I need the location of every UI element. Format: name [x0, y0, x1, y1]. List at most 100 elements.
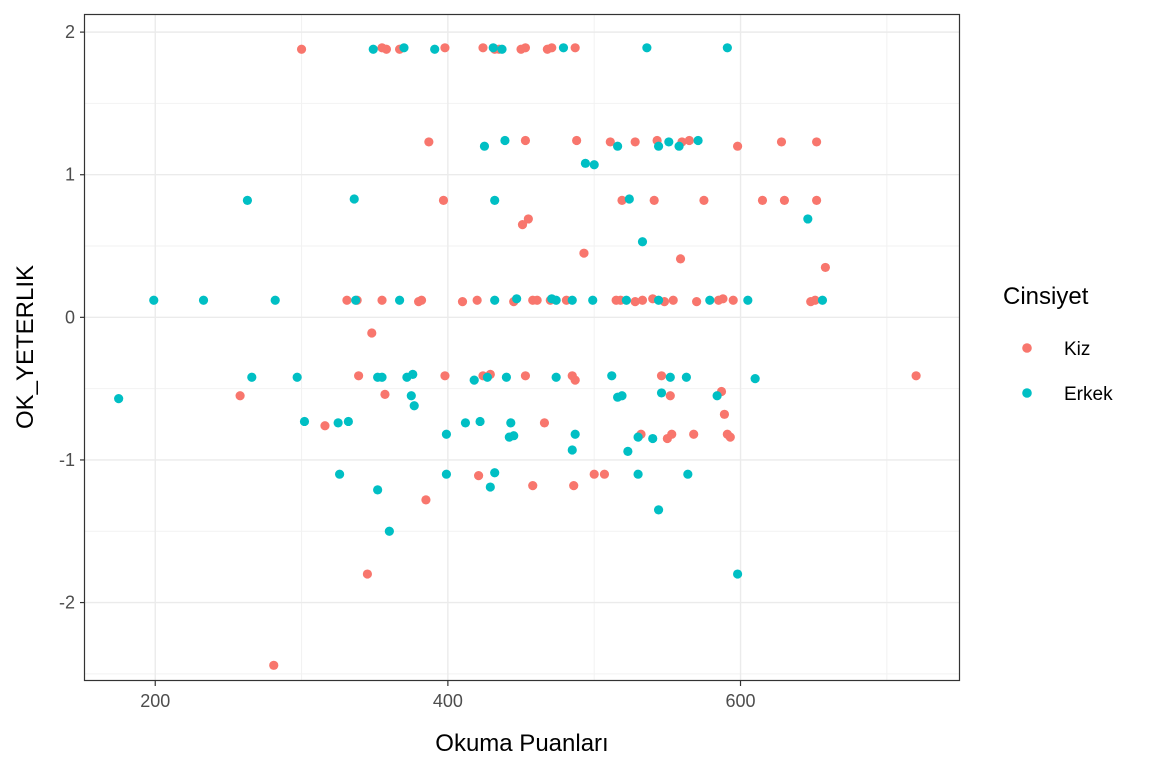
data-point	[623, 446, 633, 456]
data-point	[681, 372, 691, 382]
data-point	[665, 372, 675, 382]
data-point	[523, 214, 533, 224]
data-point	[381, 44, 392, 54]
data-point	[509, 431, 519, 441]
data-point	[334, 469, 345, 479]
data-point	[667, 429, 677, 439]
data-point	[474, 471, 484, 481]
data-point	[547, 43, 557, 53]
x-tick-label: 200	[140, 691, 170, 711]
data-point	[457, 297, 468, 307]
data-point	[675, 254, 686, 264]
data-point	[114, 394, 124, 404]
data-point	[692, 297, 702, 307]
data-point	[653, 505, 664, 515]
data-point	[479, 141, 490, 151]
data-point	[292, 372, 302, 382]
data-point	[482, 372, 492, 382]
data-point	[689, 429, 699, 439]
data-point	[624, 194, 634, 204]
y-tick-label: 1	[65, 165, 75, 185]
data-point	[368, 44, 378, 54]
data-point	[532, 295, 542, 305]
y-tick-label: -1	[59, 450, 75, 470]
data-point	[440, 371, 450, 381]
legend-key-kiz	[1022, 343, 1032, 353]
data-point	[551, 372, 561, 382]
data-point	[490, 468, 500, 478]
data-point	[668, 295, 678, 305]
data-point	[380, 389, 390, 399]
data-point	[637, 295, 648, 305]
data-point	[367, 328, 377, 338]
data-point	[656, 371, 667, 381]
data-point	[642, 43, 652, 53]
series-erkek	[114, 43, 828, 579]
x-axis-title: Okuma Puanları	[435, 730, 608, 757]
data-point	[333, 418, 343, 428]
data-point	[478, 43, 488, 53]
data-point	[637, 237, 648, 247]
data-point	[599, 469, 610, 479]
data-point	[351, 295, 361, 305]
legend-label-erkek: Erkek	[1064, 384, 1113, 405]
grid-lines	[85, 15, 960, 681]
data-point	[607, 371, 617, 381]
data-point	[570, 375, 580, 385]
data-point	[558, 43, 569, 53]
data-point	[406, 391, 416, 401]
data-point	[633, 432, 643, 442]
data-point	[472, 295, 482, 305]
data-point	[430, 44, 440, 54]
data-point	[242, 195, 253, 205]
legend-label-kiz: Kiz	[1064, 339, 1090, 360]
x-tick-label: 600	[725, 691, 755, 711]
data-point	[732, 569, 743, 579]
data-point	[488, 43, 498, 53]
data-point	[408, 369, 418, 379]
data-point	[296, 44, 307, 54]
y-tick-label: -2	[59, 593, 75, 613]
data-point	[409, 401, 419, 411]
data-point	[539, 418, 550, 428]
data-point	[377, 372, 387, 382]
data-point	[570, 429, 580, 439]
data-point	[567, 445, 577, 455]
data-point	[605, 137, 615, 147]
data-point	[377, 295, 387, 305]
data-point	[520, 135, 531, 146]
data-point	[501, 372, 512, 382]
data-point	[719, 409, 730, 419]
legend-key-erkek	[1022, 388, 1032, 398]
data-point	[649, 195, 659, 205]
data-point	[776, 137, 787, 147]
data-point	[588, 295, 598, 305]
data-point	[354, 371, 364, 381]
data-point	[572, 135, 582, 146]
data-point	[362, 569, 372, 579]
data-point	[497, 44, 507, 54]
data-point	[911, 371, 921, 381]
data-point	[617, 391, 627, 401]
data-point	[460, 418, 471, 428]
data-point	[699, 195, 709, 205]
y-axis-title: OK_YETERLIK	[12, 265, 39, 429]
data-point	[373, 485, 383, 495]
data-point	[648, 433, 658, 444]
plot-panel-border	[83, 13, 961, 682]
data-point	[438, 195, 449, 205]
data-point	[517, 220, 528, 230]
data-point	[580, 158, 591, 168]
data-point	[653, 141, 664, 151]
data-point	[617, 195, 627, 205]
data-point	[384, 526, 394, 536]
legend: Cinsiyet Kiz Erkek	[1003, 283, 1113, 405]
data-point	[490, 195, 500, 205]
data-point	[270, 295, 280, 305]
data-point	[812, 137, 822, 147]
data-point	[810, 295, 820, 305]
data-point	[149, 295, 159, 305]
data-point	[506, 418, 516, 428]
data-point	[693, 135, 703, 146]
